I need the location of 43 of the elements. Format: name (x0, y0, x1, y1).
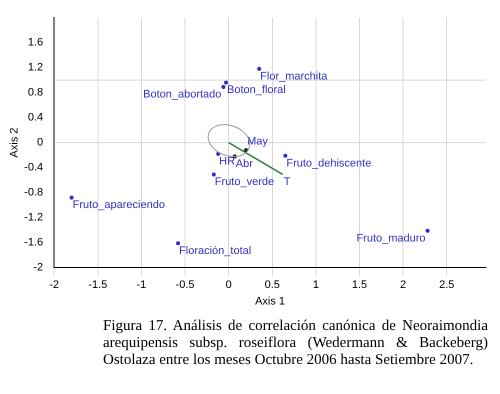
x-tick-label: 1.5 (352, 279, 368, 292)
point (176, 241, 180, 246)
y-tick-label: -0.8 (24, 186, 44, 199)
x-axis-title: Axis 1 (255, 295, 286, 308)
annotation: Abr (236, 158, 254, 170)
x-tick-label: -0.5 (176, 279, 194, 292)
annotation: Fruto_verde (214, 176, 274, 188)
x-tick-label: -1 (136, 279, 146, 292)
point (212, 172, 216, 176)
annotation: May (247, 136, 268, 148)
x-tick-label: -2 (49, 279, 60, 292)
x-tick-label: 2.5 (439, 279, 454, 292)
point (426, 228, 430, 233)
y-tick-label: -1.2 (24, 212, 44, 224)
annotation: Flor_marchita (260, 70, 328, 82)
annotation: Boton_floral (227, 84, 286, 96)
point (224, 80, 228, 85)
annotation: Floración_total (179, 244, 252, 257)
x-tick-label: 0.5 (264, 279, 280, 292)
annotation: T (284, 176, 291, 188)
x-tick-label: 1 (312, 279, 319, 292)
y-tick-label: 1.2 (28, 62, 44, 74)
annotation: Fruto_apareciendo (72, 199, 165, 212)
y-tick-label: 0.8 (28, 86, 44, 99)
y-tick-label: -0.4 (24, 162, 44, 174)
annotation: Boton_abortado (143, 88, 222, 101)
y-tick-label: -2 (33, 262, 44, 274)
x-tick-label: 2 (400, 279, 406, 292)
y-tick-label: 1.6 (28, 36, 44, 49)
y-tick-label: 0.4 (28, 112, 44, 124)
point (221, 84, 226, 89)
y-tick-label: 0 (37, 136, 44, 149)
text: Figura 17. Análisis de correlación canónica de Neoraimondia arequipensis subsp. roseiflora (Wedermann & Backeberg) Ostolaza entre los meses Octubre 2006 hasta Setiembre 2007. (103, 318, 488, 369)
point (70, 196, 74, 200)
annotation: Fruto_maduro (356, 232, 426, 244)
annotation: HR (219, 155, 236, 168)
annotation: Fruto_dehiscente (286, 157, 372, 170)
point (257, 66, 262, 71)
point (283, 154, 288, 158)
x-tick-label: 0 (226, 279, 232, 292)
y-axis-title: Axis 2 (8, 128, 21, 158)
y-tick-label: -1.6 (24, 236, 44, 249)
x-tick-label: -1.5 (88, 279, 108, 292)
